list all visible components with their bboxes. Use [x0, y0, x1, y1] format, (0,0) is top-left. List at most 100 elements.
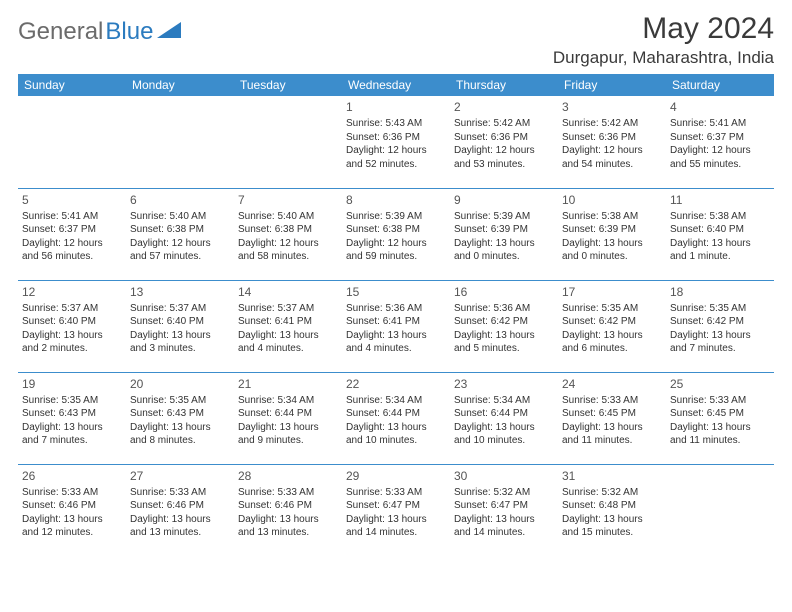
- day-info: Sunrise: 5:33 AMSunset: 6:45 PMDaylight:…: [562, 394, 662, 448]
- day-info: Sunrise: 5:36 AMSunset: 6:41 PMDaylight:…: [346, 302, 446, 356]
- calendar-day-cell: 28 Sunrise: 5:33 AMSunset: 6:46 PMDayligh…: [234, 464, 342, 556]
- day-info: Sunrise: 5:43 AMSunset: 6:36 PMDaylight:…: [346, 117, 446, 171]
- calendar-day-cell: [126, 96, 234, 188]
- calendar-day-cell: 26Sunrise: 5:33 AMSunset: 6:46 PMDayligh…: [18, 464, 126, 556]
- day-info: Sunrise: 5:39 AMSunset: 6:39 PMDaylight:…: [454, 210, 554, 264]
- day-number: 29: [346, 469, 446, 483]
- calendar-day-cell: 29 Sunrise: 5:33 AMSunset: 6:47 PMDayligh…: [342, 464, 450, 556]
- day-info: Sunrise: 5:32 AMSunset: 6:47 PMDaylight:…: [454, 486, 554, 540]
- calendar-day-cell: 11 Sunrise: 5:38 AMSunset: 6:40 PMDayligh…: [666, 188, 774, 280]
- calendar-day-cell: 9 Sunrise: 5:39 AMSunset: 6:39 PMDaylight…: [450, 188, 558, 280]
- day-number: 20: [130, 377, 230, 391]
- calendar-day-cell: 22 Sunrise: 5:34 AMSunset: 6:44 PMDayligh…: [342, 372, 450, 464]
- day-number: 31: [562, 469, 662, 483]
- calendar-day-cell: 4Sunrise: 5:41 AMSunset: 6:37 PMDaylight…: [666, 96, 774, 188]
- day-number: 17: [562, 285, 662, 299]
- day-number: 24: [562, 377, 662, 391]
- calendar-day-cell: 15 Sunrise: 5:36 AMSunset: 6:41 PMDayligh…: [342, 280, 450, 372]
- calendar-day-cell: 25 Sunrise: 5:33 AMSunset: 6:45 PMDayligh…: [666, 372, 774, 464]
- day-info: Sunrise: 5:40 AMSunset: 6:38 PMDaylight:…: [130, 210, 230, 264]
- day-number: 26: [22, 469, 122, 483]
- calendar-day-cell: 19Sunrise: 5:35 AMSunset: 6:43 PMDayligh…: [18, 372, 126, 464]
- logo: GeneralBlue: [18, 18, 183, 46]
- header: GeneralBlue May 2024 Durgapur, Maharasht…: [18, 12, 774, 68]
- day-number: 9: [454, 193, 554, 207]
- calendar-day-cell: 27Sunrise: 5:33 AMSunset: 6:46 PMDayligh…: [126, 464, 234, 556]
- weekday-header: Monday: [126, 74, 234, 96]
- day-number: 16: [454, 285, 554, 299]
- logo-text-general: General: [18, 18, 103, 46]
- calendar-day-cell: 13Sunrise: 5:37 AMSunset: 6:40 PMDayligh…: [126, 280, 234, 372]
- day-info: Sunrise: 5:33 AMSunset: 6:45 PMDaylight:…: [670, 394, 770, 448]
- calendar-day-cell: 16 Sunrise: 5:36 AMSunset: 6:42 PMDayligh…: [450, 280, 558, 372]
- day-number: 22: [346, 377, 446, 391]
- calendar-day-cell: 23 Sunrise: 5:34 AMSunset: 6:44 PMDayligh…: [450, 372, 558, 464]
- logo-text-blue: Blue: [105, 18, 153, 46]
- day-info: Sunrise: 5:36 AMSunset: 6:42 PMDaylight:…: [454, 302, 554, 356]
- day-number: 21: [238, 377, 338, 391]
- weekday-header: Saturday: [666, 74, 774, 96]
- calendar-day-cell: 10 Sunrise: 5:38 AMSunset: 6:39 PMDayligh…: [558, 188, 666, 280]
- logo-triangle-icon: [157, 20, 183, 45]
- calendar-day-cell: 21Sunrise: 5:34 AMSunset: 6:44 PMDayligh…: [234, 372, 342, 464]
- day-number: 18: [670, 285, 770, 299]
- day-number: 23: [454, 377, 554, 391]
- calendar-day-cell: 6Sunrise: 5:40 AMSunset: 6:38 PMDaylight…: [126, 188, 234, 280]
- calendar-day-cell: 20Sunrise: 5:35 AMSunset: 6:43 PMDayligh…: [126, 372, 234, 464]
- day-info: Sunrise: 5:37 AMSunset: 6:40 PMDaylight:…: [22, 302, 122, 356]
- day-info: Sunrise: 5:33 AMSunset: 6:46 PMDaylight:…: [130, 486, 230, 540]
- day-number: 14: [238, 285, 338, 299]
- day-info: Sunrise: 5:32 AMSunset: 6:48 PMDaylight:…: [562, 486, 662, 540]
- month-title: May 2024: [553, 12, 774, 46]
- day-info: Sunrise: 5:37 AMSunset: 6:40 PMDaylight:…: [130, 302, 230, 356]
- calendar-day-cell: 17 Sunrise: 5:35 AMSunset: 6:42 PMDayligh…: [558, 280, 666, 372]
- day-number: 10: [562, 193, 662, 207]
- calendar-day-cell: 24 Sunrise: 5:33 AMSunset: 6:45 PMDayligh…: [558, 372, 666, 464]
- day-info: Sunrise: 5:34 AMSunset: 6:44 PMDaylight:…: [454, 394, 554, 448]
- calendar-week-row: 12Sunrise: 5:37 AMSunset: 6:40 PMDayligh…: [18, 280, 774, 372]
- calendar-table: SundayMondayTuesdayWednesdayThursdayFrid…: [18, 74, 774, 556]
- calendar-day-cell: 8 Sunrise: 5:39 AMSunset: 6:38 PMDaylight…: [342, 188, 450, 280]
- location: Durgapur, Maharashtra, India: [553, 48, 774, 68]
- calendar-day-cell: 18 Sunrise: 5:35 AMSunset: 6:42 PMDayligh…: [666, 280, 774, 372]
- calendar-day-cell: 5Sunrise: 5:41 AMSunset: 6:37 PMDaylight…: [18, 188, 126, 280]
- day-info: Sunrise: 5:39 AMSunset: 6:38 PMDaylight:…: [346, 210, 446, 264]
- calendar-body: 1 Sunrise: 5:43 AMSunset: 6:36 PMDaylight…: [18, 96, 774, 556]
- day-info: Sunrise: 5:33 AMSunset: 6:47 PMDaylight:…: [346, 486, 446, 540]
- weekday-header-row: SundayMondayTuesdayWednesdayThursdayFrid…: [18, 74, 774, 96]
- calendar-week-row: 26 Sunrise: 5:33 AMSunset: 6:46 PMDayligh…: [18, 464, 774, 556]
- day-number: 1: [346, 100, 446, 114]
- day-info: Sunrise: 5:42 AMSunset: 6:36 PMDaylight:…: [454, 117, 554, 171]
- day-number: 15: [346, 285, 446, 299]
- day-info: Sunrise: 5:35 AMSunset: 6:43 PMDaylight:…: [22, 394, 122, 448]
- day-info: Sunrise: 5:35 AMSunset: 6:42 PMDaylight:…: [562, 302, 662, 356]
- day-number: 28: [238, 469, 338, 483]
- day-info: Sunrise: 5:38 AMSunset: 6:39 PMDaylight:…: [562, 210, 662, 264]
- day-info: Sunrise: 5:40 AMSunset: 6:38 PMDaylight:…: [238, 210, 338, 264]
- day-number: 2: [454, 100, 554, 114]
- calendar-day-cell: [666, 464, 774, 556]
- calendar-day-cell: 7Sunrise: 5:40 AMSunset: 6:38 PMDaylight…: [234, 188, 342, 280]
- day-number: 30: [454, 469, 554, 483]
- weekday-header: Friday: [558, 74, 666, 96]
- calendar-day-cell: 14Sunrise: 5:37 AMSunset: 6:41 PMDayligh…: [234, 280, 342, 372]
- calendar-week-row: 5Sunrise: 5:41 AMSunset: 6:37 PMDaylight…: [18, 188, 774, 280]
- day-number: 3: [562, 100, 662, 114]
- day-number: 25: [670, 377, 770, 391]
- day-info: Sunrise: 5:35 AMSunset: 6:42 PMDaylight:…: [670, 302, 770, 356]
- day-info: Sunrise: 5:42 AMSunset: 6:36 PMDaylight:…: [562, 117, 662, 171]
- calendar-day-cell: [234, 96, 342, 188]
- calendar-day-cell: 12Sunrise: 5:37 AMSunset: 6:40 PMDayligh…: [18, 280, 126, 372]
- day-info: Sunrise: 5:34 AMSunset: 6:44 PMDaylight:…: [346, 394, 446, 448]
- weekday-header: Thursday: [450, 74, 558, 96]
- calendar-week-row: 19Sunrise: 5:35 AMSunset: 6:43 PMDayligh…: [18, 372, 774, 464]
- weekday-header: Sunday: [18, 74, 126, 96]
- day-number: 5: [22, 193, 122, 207]
- day-info: Sunrise: 5:33 AMSunset: 6:46 PMDaylight:…: [238, 486, 338, 540]
- calendar-day-cell: 2 Sunrise: 5:42 AMSunset: 6:36 PMDaylight…: [450, 96, 558, 188]
- calendar-day-cell: [18, 96, 126, 188]
- day-info: Sunrise: 5:38 AMSunset: 6:40 PMDaylight:…: [670, 210, 770, 264]
- calendar-day-cell: 3 Sunrise: 5:42 AMSunset: 6:36 PMDaylight…: [558, 96, 666, 188]
- day-number: 8: [346, 193, 446, 207]
- day-number: 11: [670, 193, 770, 207]
